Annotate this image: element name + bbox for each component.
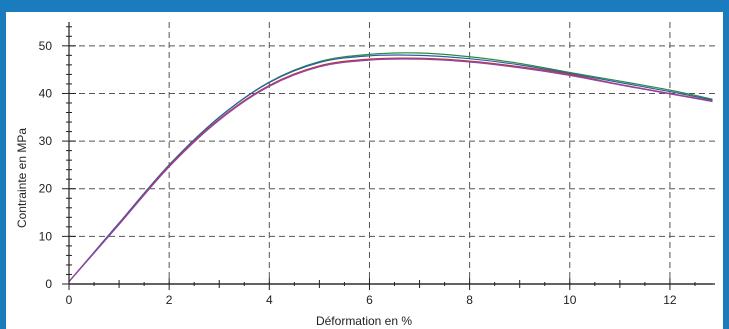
- x-tick-label: 0: [66, 293, 73, 307]
- series-line-4: [68, 58, 713, 283]
- x-tick-label: 10: [563, 293, 577, 307]
- y-tick-label: 30: [39, 134, 53, 148]
- series-group: [68, 52, 713, 285]
- y-tick-label: 50: [39, 39, 53, 53]
- y-tick-label: 10: [39, 229, 53, 243]
- series-line-2: [68, 54, 713, 283]
- x-axis-title: Déformation en %: [316, 314, 412, 328]
- tick-labels: 0 2 4 6 8 10 12 0 10 20 30 40 50: [39, 39, 677, 307]
- y-axis-title: Contrainte en MPa: [15, 128, 29, 228]
- axes: [62, 22, 715, 290]
- grid: [69, 22, 715, 284]
- series-line-1: [68, 52, 713, 283]
- y-tick-label: 0: [45, 277, 52, 291]
- y-tick-label: 20: [39, 182, 53, 196]
- chart-frame: 0 2 4 6 8 10 12 0 10 20 30 40 50 Déformation en % Co…: [6, 12, 723, 329]
- x-tick-label: 12: [663, 293, 677, 307]
- stress-strain-chart: 0 2 4 6 8 10 12 0 10 20 30 40 50 Déformation en % Co…: [15, 22, 715, 328]
- x-tick-label: 4: [266, 293, 273, 307]
- y-tick-label: 40: [39, 86, 53, 100]
- x-tick-label: 6: [366, 293, 373, 307]
- x-tick-label: 8: [466, 293, 473, 307]
- x-tick-label: 2: [166, 293, 173, 307]
